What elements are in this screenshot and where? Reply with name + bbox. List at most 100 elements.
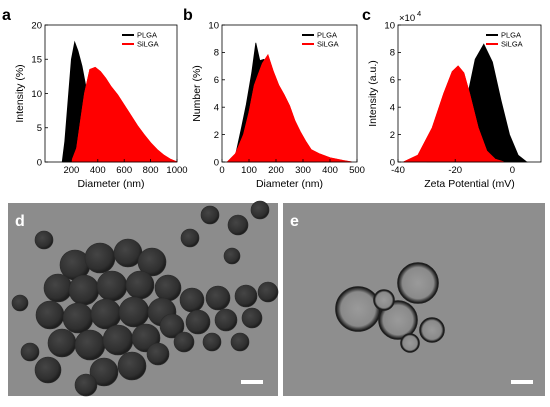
y-tick-label: 8 [390, 48, 395, 59]
y-tick-label: 0 [37, 157, 42, 168]
particle [230, 332, 250, 352]
x-axis-label: Diameter (nm) [256, 178, 323, 190]
y-tick-label: 20 [31, 20, 42, 31]
particle [74, 373, 98, 397]
particle [250, 200, 270, 220]
chart-c: -40 -20 0 0 2 4 6 8 10 Zeta Potential (mV) Intensi… [367, 9, 542, 190]
x-axis-label: Diameter (nm) [77, 178, 144, 190]
x-tick-label: -20 [448, 165, 462, 176]
particle [205, 285, 231, 311]
axis-multiplier: ×10 [399, 13, 415, 24]
x-tick-label: -40 [391, 165, 405, 176]
legend-label-plga: PLGA [137, 31, 157, 40]
chart-b: 0 100 200 300 400 500 0 2 4 6 8 10 Diameter (nm) Numb… [191, 20, 365, 190]
series-silga-line [403, 65, 504, 163]
particle [179, 287, 205, 313]
particle [43, 273, 73, 303]
particle [234, 284, 258, 308]
legend-label-silga: SiLGA [501, 40, 523, 49]
particle [214, 308, 238, 332]
particle [257, 281, 279, 303]
y-tick-label: 0 [390, 157, 395, 168]
particle [117, 351, 147, 381]
x-tick-label: 500 [349, 165, 365, 176]
axes-box [397, 24, 542, 163]
tem-e-particles [335, 262, 445, 353]
particle [125, 270, 155, 300]
y-tick-label: 15 [31, 55, 42, 66]
legend-label-plga: PLGA [317, 31, 337, 40]
series-silga-line [70, 66, 178, 163]
y-tick-label: 10 [208, 20, 219, 31]
y-tick-label: 6 [214, 75, 219, 86]
y-tick-label: 10 [384, 20, 395, 31]
panel-letter-c: c [362, 7, 371, 24]
x-tick-label: 600 [116, 165, 132, 176]
particle [223, 247, 241, 265]
particle [137, 247, 167, 277]
particle [102, 324, 134, 356]
x-tick-label: 200 [63, 165, 79, 176]
particle [90, 298, 122, 330]
shell-particle [373, 289, 395, 311]
y-tick-label: 6 [390, 75, 395, 86]
particle [74, 329, 106, 361]
x-tick-label: 800 [143, 165, 159, 176]
scale-bar-d [241, 380, 263, 384]
y-tick-label: 4 [390, 103, 395, 114]
legend-label-silga: SiLGA [137, 40, 159, 49]
legend-label-silga: SiLGA [317, 40, 339, 49]
particle [185, 309, 211, 335]
legend-label-plga: PLGA [501, 31, 521, 40]
shell-particle [335, 286, 381, 332]
y-axis-label: Intensity (a.u.) [367, 60, 379, 127]
y-tick-label: 2 [390, 130, 395, 141]
x-tick-label: 200 [268, 165, 284, 176]
particle [154, 274, 182, 302]
y-tick-label: 2 [214, 130, 219, 141]
shell-particle [400, 333, 420, 353]
x-tick-label: 100 [241, 165, 257, 176]
panel-letter-b: b [183, 7, 193, 24]
particle [118, 296, 150, 328]
particle [173, 331, 195, 353]
particle [68, 274, 100, 306]
y-tick-label: 10 [31, 89, 42, 100]
y-axis-label: Intensity (%) [14, 64, 26, 122]
panel-letter-a: a [2, 7, 11, 24]
particle [84, 242, 116, 274]
particle [47, 328, 77, 358]
axis-multiplier-exponent: 4 [417, 9, 421, 18]
particle [159, 313, 185, 339]
particle [34, 356, 62, 384]
axes-box [221, 24, 358, 163]
x-axis-label: Zeta Potential (mV) [424, 178, 514, 190]
x-tick-label: 400 [322, 165, 338, 176]
shell-particle [397, 262, 439, 304]
x-tick-label: 400 [90, 165, 106, 176]
tem-image-e: e [283, 203, 545, 396]
shell-particle [378, 300, 418, 340]
particle [180, 228, 200, 248]
particle [11, 294, 29, 312]
tem-d-particles [11, 200, 279, 397]
x-tick-label: 300 [295, 165, 311, 176]
tem-image-d: d [8, 200, 279, 397]
particle [62, 302, 94, 334]
y-axis-label: Number (%) [191, 65, 203, 122]
particle [20, 342, 40, 362]
y-tick-label: 0 [214, 157, 219, 168]
y-tick-label: 5 [37, 123, 42, 134]
particle [241, 307, 263, 329]
particle [96, 270, 128, 302]
particle [227, 214, 249, 236]
x-tick-label: 0 [510, 165, 515, 176]
particle [202, 332, 222, 352]
y-tick-label: 8 [214, 48, 219, 59]
particle [34, 230, 54, 250]
particle [200, 205, 220, 225]
x-tick-label: 1000 [166, 165, 187, 176]
chart-a: 200 400 600 800 1000 0 5 10 15 20 Diameter (nm) Int… [14, 20, 188, 190]
particle [146, 342, 170, 366]
